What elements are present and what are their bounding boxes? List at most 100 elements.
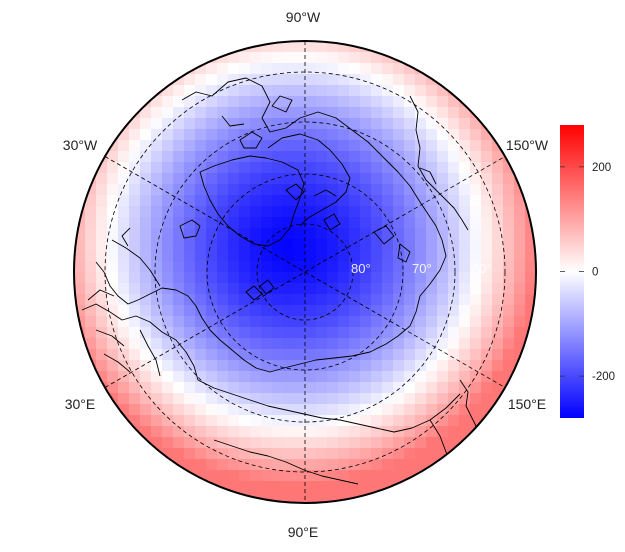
field-cell bbox=[206, 250, 218, 262]
field-cell bbox=[305, 151, 317, 163]
field-cell bbox=[360, 261, 372, 273]
field-cell bbox=[239, 217, 251, 229]
field-cell bbox=[382, 448, 394, 460]
field-cell bbox=[195, 448, 207, 460]
field-cell bbox=[426, 173, 438, 185]
field-cell bbox=[294, 261, 306, 273]
field-cell bbox=[393, 437, 405, 449]
field-cell bbox=[470, 382, 482, 394]
field-cell bbox=[437, 184, 449, 196]
field-cell bbox=[371, 448, 383, 460]
field-cell bbox=[470, 437, 482, 449]
field-cell bbox=[217, 448, 229, 460]
field-cell bbox=[503, 294, 515, 306]
field-cell bbox=[261, 195, 273, 207]
field-cell bbox=[525, 272, 536, 284]
field-cell bbox=[173, 162, 185, 174]
field-cell bbox=[261, 206, 273, 218]
field-cell bbox=[283, 184, 295, 196]
field-cell bbox=[283, 316, 295, 328]
scandinavia-coast bbox=[95, 227, 211, 331]
field-cell bbox=[305, 162, 317, 174]
field-cell bbox=[338, 151, 350, 163]
field-cell bbox=[525, 250, 536, 262]
field-cell bbox=[382, 338, 394, 350]
field-cell bbox=[360, 74, 372, 86]
field-cell bbox=[382, 426, 394, 438]
field-cell bbox=[195, 349, 207, 361]
field-cell bbox=[459, 118, 471, 130]
field-cell bbox=[371, 173, 383, 185]
field-cell bbox=[261, 448, 273, 460]
field-cell bbox=[316, 118, 328, 130]
field-cell bbox=[338, 305, 350, 317]
field-cell bbox=[272, 129, 284, 141]
field-cell bbox=[360, 228, 372, 240]
field-cell bbox=[96, 272, 108, 284]
field-cell bbox=[261, 371, 273, 383]
field-cell bbox=[261, 437, 273, 449]
field-cell bbox=[283, 415, 295, 427]
field-cell bbox=[184, 206, 196, 218]
field-cell bbox=[184, 217, 196, 229]
field-cell bbox=[129, 173, 141, 185]
field-cell bbox=[272, 52, 284, 64]
field-cell bbox=[514, 261, 526, 273]
field-cell bbox=[206, 470, 218, 482]
field-cell bbox=[305, 283, 317, 295]
field-cell bbox=[272, 63, 284, 75]
field-cell bbox=[371, 437, 383, 449]
field-cell bbox=[470, 272, 482, 284]
field-cell bbox=[481, 305, 493, 317]
field-cell bbox=[360, 217, 372, 229]
field-cell bbox=[404, 107, 416, 119]
field-cell bbox=[437, 217, 449, 229]
field-cell bbox=[184, 371, 196, 383]
field-cell bbox=[283, 261, 295, 273]
field-cell bbox=[217, 74, 229, 86]
field-cell bbox=[382, 173, 394, 185]
field-cell bbox=[217, 415, 229, 427]
field-cell bbox=[228, 437, 240, 449]
field-cell bbox=[195, 382, 207, 394]
field-cell bbox=[283, 74, 295, 86]
field-cell bbox=[349, 338, 361, 350]
field-cell bbox=[206, 184, 218, 196]
field-cell bbox=[492, 283, 504, 295]
field-cell bbox=[129, 360, 141, 372]
field-cell bbox=[261, 338, 273, 350]
field-cell bbox=[206, 415, 218, 427]
field-cell bbox=[382, 437, 394, 449]
field-cell bbox=[415, 140, 427, 152]
field-cell bbox=[404, 415, 416, 427]
field-cell bbox=[393, 107, 405, 119]
field-cell bbox=[316, 250, 328, 262]
field-cell bbox=[371, 195, 383, 207]
field-cell bbox=[184, 96, 196, 108]
field-cell bbox=[162, 371, 174, 383]
field-cell bbox=[173, 250, 185, 262]
field-cell bbox=[195, 470, 207, 482]
field-cell bbox=[250, 195, 262, 207]
field-cell bbox=[437, 371, 449, 383]
field-cell bbox=[294, 52, 306, 64]
field-cell bbox=[239, 305, 251, 317]
field-cell bbox=[85, 217, 97, 229]
field-cell bbox=[162, 118, 174, 130]
field-cell bbox=[316, 74, 328, 86]
field-cell bbox=[261, 173, 273, 185]
field-cell bbox=[250, 404, 262, 416]
field-cell bbox=[382, 327, 394, 339]
field-cell bbox=[85, 272, 97, 284]
field-cell bbox=[228, 129, 240, 141]
field-cell bbox=[272, 140, 284, 152]
field-cell bbox=[206, 151, 218, 163]
field-cell bbox=[382, 118, 394, 130]
field-cell bbox=[393, 206, 405, 218]
field-cell bbox=[470, 162, 482, 174]
field-cell bbox=[371, 228, 383, 240]
field-cell bbox=[206, 426, 218, 438]
field-cell bbox=[316, 349, 328, 361]
field-cell bbox=[514, 184, 526, 196]
field-cell bbox=[349, 206, 361, 218]
